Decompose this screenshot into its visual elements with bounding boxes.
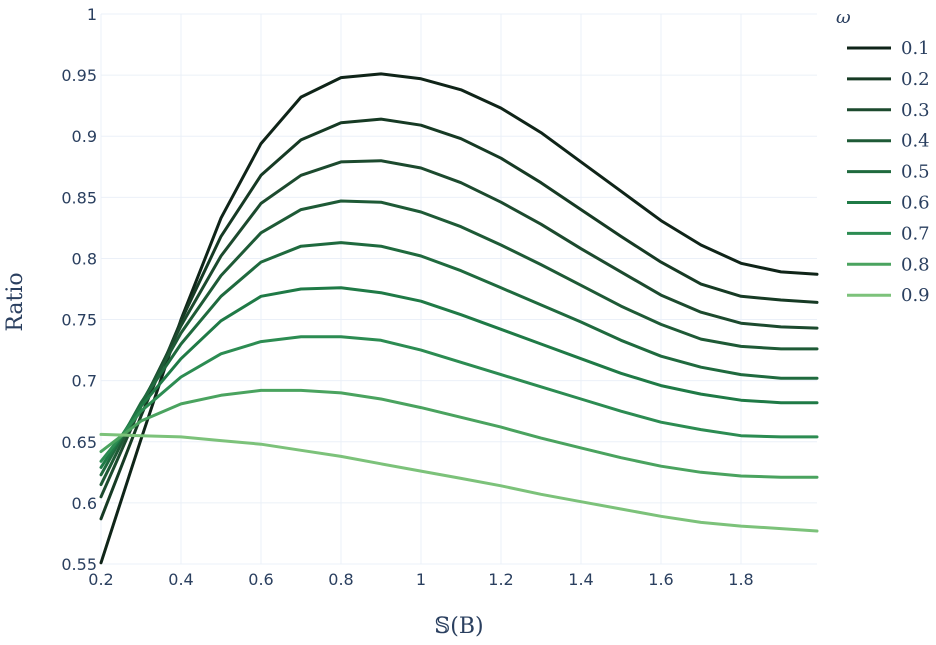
legend-label: 0.4 — [901, 131, 930, 152]
legend-label: 0.1 — [901, 38, 930, 59]
y-tick-label: 0.55 — [61, 555, 97, 574]
x-tick-label: 1.4 — [568, 570, 593, 589]
legend-label: 0.6 — [901, 193, 930, 214]
series-line-0.4 — [99, 199, 819, 487]
x-axis-title: 𝕊(B) — [434, 614, 483, 639]
series-line-0.1 — [99, 72, 819, 565]
series-line-0.3 — [99, 159, 819, 499]
legend-item[interactable]: 0.2 — [847, 69, 930, 90]
legend-item[interactable]: 0.5 — [847, 162, 930, 183]
legend-label: 0.7 — [901, 223, 930, 244]
legend-item[interactable]: 0.3 — [847, 100, 930, 121]
x-tick-label: 0.6 — [248, 570, 273, 589]
y-tick-label: 0.95 — [61, 66, 97, 85]
series-line-0.5 — [99, 241, 819, 477]
legend-item[interactable]: 0.8 — [847, 254, 930, 275]
x-tick-label: 1.8 — [728, 570, 753, 589]
legend-label: 0.8 — [901, 254, 930, 275]
legend-label: 0.2 — [901, 69, 930, 90]
y-axis-ticks: 0.55 0.6 0.65 0.7 0.75 0.8 0.85 0.9 0.95 1 — [61, 5, 97, 574]
series-line-0.2 — [99, 117, 819, 521]
y-tick-label: 1 — [87, 5, 97, 24]
legend-label: 0.3 — [901, 100, 930, 121]
legend[interactable]: ω 0.1 0.2 0.3 0.4 0.5 0.6 0.7 0.8 0.9 — [836, 7, 930, 306]
y-tick-label: 0.75 — [61, 311, 97, 330]
series-lines — [99, 72, 819, 565]
legend-item[interactable]: 0.9 — [847, 285, 930, 306]
y-tick-label: 0.65 — [61, 433, 97, 452]
legend-label: 0.5 — [901, 162, 930, 183]
y-tick-label: 0.85 — [61, 188, 97, 207]
legend-item[interactable]: 0.1 — [847, 38, 930, 59]
y-tick-label: 0.8 — [72, 249, 97, 268]
y-tick-label: 0.7 — [72, 372, 97, 391]
legend-item[interactable]: 0.7 — [847, 223, 930, 244]
series-line-0.9 — [99, 432, 819, 533]
series-line-0.6 — [99, 286, 819, 469]
series-line-0.8 — [99, 388, 819, 479]
legend-item[interactable]: 0.4 — [847, 131, 930, 152]
x-tick-label: 1.6 — [648, 570, 673, 589]
x-axis-ticks: 0.2 0.4 0.6 0.8 1 1.2 1.4 1.6 1.8 — [88, 570, 753, 589]
series-line-0.7 — [99, 335, 819, 463]
x-tick-label: 1 — [416, 570, 426, 589]
legend-label: 0.9 — [901, 285, 930, 306]
y-axis-title: Ratio — [3, 272, 28, 331]
legend-item[interactable]: 0.6 — [847, 193, 930, 214]
grid-lines — [100, 13, 817, 565]
legend-title: ω — [836, 7, 851, 28]
x-tick-label: 0.8 — [328, 570, 353, 589]
y-tick-label: 0.9 — [72, 127, 97, 146]
x-tick-label: 0.4 — [168, 570, 193, 589]
x-tick-label: 1.2 — [488, 570, 513, 589]
x-tick-label: 0.2 — [88, 570, 113, 589]
y-tick-label: 0.6 — [72, 494, 97, 513]
